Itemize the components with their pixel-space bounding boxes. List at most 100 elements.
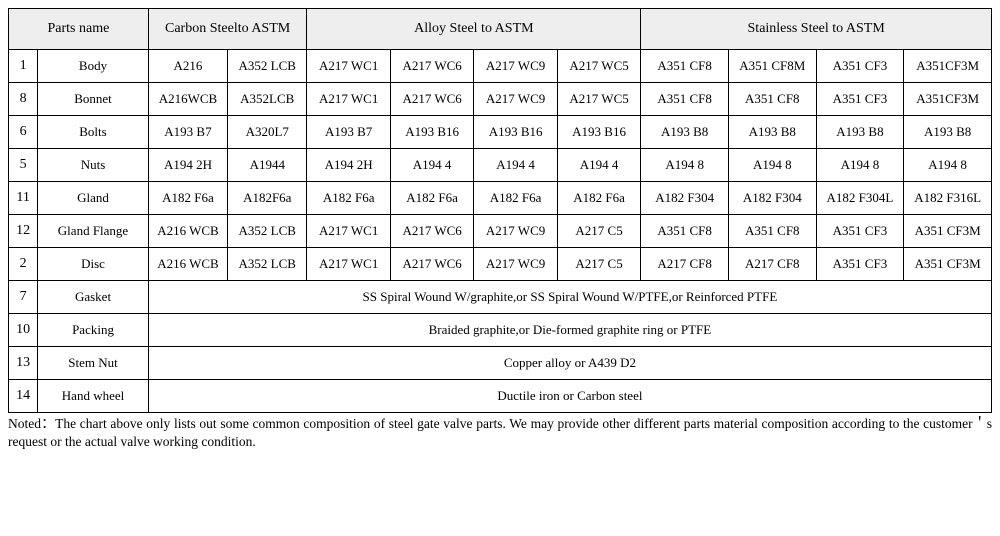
part-name: Gland Flange — [38, 215, 149, 248]
cell-stainless: A217 CF8 — [728, 248, 816, 281]
table-row: 7GasketSS Spiral Wound W/graphite,or SS … — [9, 281, 992, 314]
cell-stainless: A193 B8 — [728, 116, 816, 149]
table-row: 5NutsA194 2HA1944A194 2HA194 4A194 4A194… — [9, 149, 992, 182]
cell-alloysteel: A217 C5 — [557, 215, 641, 248]
cell-alloysteel: A193 B7 — [307, 116, 390, 149]
cell-alloysteel: A217 WC6 — [390, 50, 473, 83]
cell-stainless: A351 CF3M — [904, 248, 992, 281]
cell-carbonsteel: A320L7 — [228, 116, 307, 149]
cell-stainless: A194 8 — [816, 149, 904, 182]
row-index: 14 — [9, 380, 38, 413]
cell-alloysteel: A217 WC5 — [557, 83, 641, 116]
row-index: 6 — [9, 116, 38, 149]
cell-alloysteel: A182 F6a — [474, 182, 557, 215]
cell-stainless: A351 CF8 — [728, 215, 816, 248]
cell-stainless: A193 B8 — [641, 116, 729, 149]
row-index: 1 — [9, 50, 38, 83]
cell-carbonsteel: A216 WCB — [148, 248, 227, 281]
cell-stainless: A351 CF3 — [816, 83, 904, 116]
cell-stainless: A182 F316L — [904, 182, 992, 215]
table-row: 2DiscA216 WCBA352 LCBA217 WC1A217 WC6A21… — [9, 248, 992, 281]
cell-alloysteel: A217 WC9 — [474, 83, 557, 116]
cell-stainless: A351 CF8M — [728, 50, 816, 83]
cell-alloysteel: A217 WC1 — [307, 215, 390, 248]
cell-stainless: A351CF3M — [904, 83, 992, 116]
table-row: 13Stem NutCopper alloy or A439 D2 — [9, 347, 992, 380]
row-index: 7 — [9, 281, 38, 314]
cell-stainless: A194 8 — [728, 149, 816, 182]
cell-carbonsteel: A216WCB — [148, 83, 227, 116]
cell-spanning: Ductile iron or Carbon steel — [148, 380, 991, 413]
table-row: 14Hand wheelDuctile iron or Carbon steel — [9, 380, 992, 413]
cell-carbonsteel: A182 F6a — [148, 182, 227, 215]
table-row: 6BoltsA193 B7A320L7A193 B7A193 B16A193 B… — [9, 116, 992, 149]
cell-spanning: Copper alloy or A439 D2 — [148, 347, 991, 380]
table-row: 10PackingBraided graphite,or Die-formed … — [9, 314, 992, 347]
cell-alloysteel: A193 B16 — [390, 116, 473, 149]
part-name: Bolts — [38, 116, 149, 149]
cell-stainless: A351 CF8 — [641, 215, 729, 248]
cell-spanning: Braided graphite,or Die-formed graphite … — [148, 314, 991, 347]
header-parts-name: Parts name — [9, 9, 149, 50]
cell-carbonsteel: A216 WCB — [148, 215, 227, 248]
header-alloy-steel: Alloy Steel to ASTM — [307, 9, 641, 50]
cell-alloysteel: A182 F6a — [307, 182, 390, 215]
header-stainless-steel: Stainless Steel to ASTM — [641, 9, 992, 50]
header-row: Parts name Carbon Steelto ASTM Alloy Ste… — [9, 9, 992, 50]
header-carbon-steel: Carbon Steelto ASTM — [148, 9, 307, 50]
row-index: 8 — [9, 83, 38, 116]
cell-stainless: A351 CF3 — [816, 215, 904, 248]
row-index: 12 — [9, 215, 38, 248]
cell-carbonsteel: A352 LCB — [228, 215, 307, 248]
part-name: Gasket — [38, 281, 149, 314]
cell-carbonsteel: A352LCB — [228, 83, 307, 116]
cell-alloysteel: A194 2H — [307, 149, 390, 182]
cell-carbonsteel: A194 2H — [148, 149, 227, 182]
cell-alloysteel: A217 WC5 — [557, 50, 641, 83]
row-index: 11 — [9, 182, 38, 215]
cell-stainless: A182 F304 — [728, 182, 816, 215]
cell-alloysteel: A217 WC9 — [474, 215, 557, 248]
cell-stainless: A351 CF3 — [816, 248, 904, 281]
cell-stainless: A217 CF8 — [641, 248, 729, 281]
cell-alloysteel: A217 WC9 — [474, 50, 557, 83]
part-name: Body — [38, 50, 149, 83]
row-index: 10 — [9, 314, 38, 347]
cell-stainless: A193 B8 — [816, 116, 904, 149]
cell-stainless: A351CF3M — [904, 50, 992, 83]
part-name: Bonnet — [38, 83, 149, 116]
cell-alloysteel: A217 WC6 — [390, 83, 473, 116]
part-name: Stem Nut — [38, 347, 149, 380]
cell-carbonsteel: A1944 — [228, 149, 307, 182]
table-row: 8BonnetA216WCBA352LCBA217 WC1A217 WC6A21… — [9, 83, 992, 116]
row-index: 2 — [9, 248, 38, 281]
cell-alloysteel: A182 F6a — [390, 182, 473, 215]
part-name: Hand wheel — [38, 380, 149, 413]
cell-spanning: SS Spiral Wound W/graphite,or SS Spiral … — [148, 281, 991, 314]
part-name: Gland — [38, 182, 149, 215]
row-index: 13 — [9, 347, 38, 380]
cell-stainless: A194 8 — [641, 149, 729, 182]
cell-carbonsteel: A216 — [148, 50, 227, 83]
cell-alloysteel: A194 4 — [474, 149, 557, 182]
part-name: Packing — [38, 314, 149, 347]
cell-alloysteel: A217 WC6 — [390, 215, 473, 248]
table-row: 12Gland FlangeA216 WCBA352 LCBA217 WC1A2… — [9, 215, 992, 248]
cell-alloysteel: A194 4 — [390, 149, 473, 182]
part-name: Disc — [38, 248, 149, 281]
table-row: 11GlandA182 F6aA182F6aA182 F6aA182 F6aA1… — [9, 182, 992, 215]
cell-stainless: A351 CF8 — [641, 50, 729, 83]
cell-stainless: A194 8 — [904, 149, 992, 182]
cell-stainless: A351 CF3 — [816, 50, 904, 83]
cell-carbonsteel: A352 LCB — [228, 248, 307, 281]
cell-stainless: A182 F304 — [641, 182, 729, 215]
cell-stainless: A351 CF3M — [904, 215, 992, 248]
cell-alloysteel: A193 B16 — [474, 116, 557, 149]
cell-stainless: A193 B8 — [904, 116, 992, 149]
cell-alloysteel: A182 F6a — [557, 182, 641, 215]
cell-alloysteel: A217 WC1 — [307, 248, 390, 281]
cell-alloysteel: A217 WC1 — [307, 83, 390, 116]
cell-stainless: A351 CF8 — [641, 83, 729, 116]
cell-alloysteel: A217 WC1 — [307, 50, 390, 83]
cell-alloysteel: A193 B16 — [557, 116, 641, 149]
